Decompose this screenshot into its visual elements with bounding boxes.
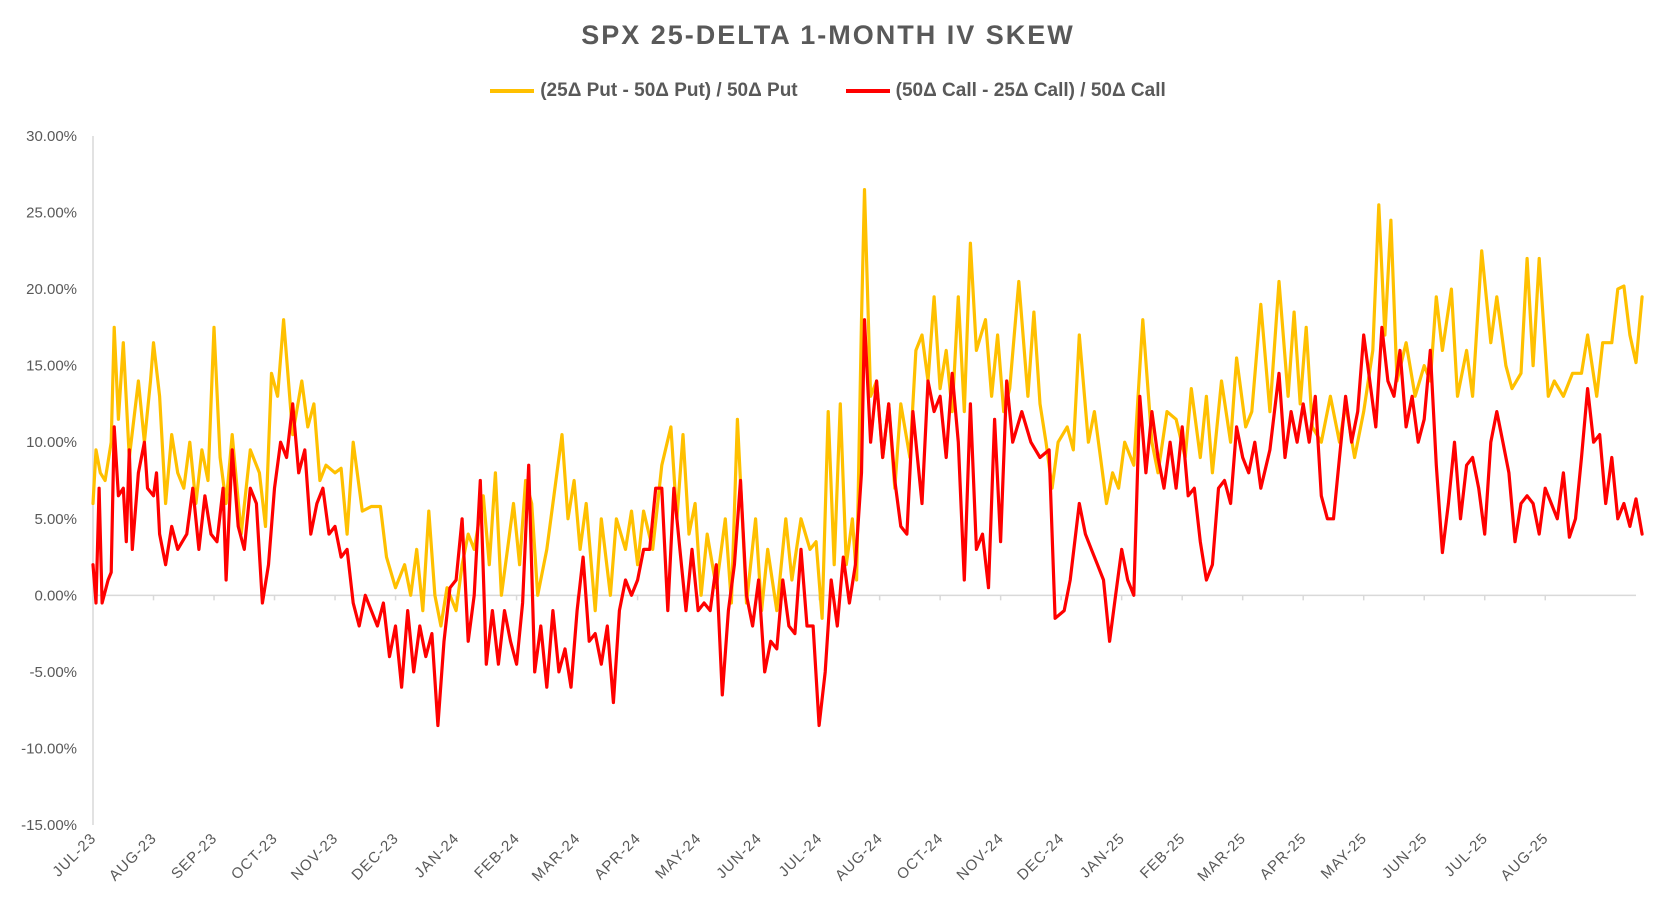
x-tick-label: MAY-25 bbox=[1318, 830, 1371, 883]
legend: (25Δ Put - 50Δ Put) / 50Δ Put (50Δ Call … bbox=[0, 80, 1656, 102]
legend-label-call: (50Δ Call - 25Δ Call) / 50Δ Call bbox=[895, 80, 1166, 101]
x-tick-label: OCT-23 bbox=[228, 830, 281, 883]
legend-swatch-put bbox=[490, 89, 535, 93]
x-tick-label: JAN-24 bbox=[411, 830, 463, 882]
y-tick-label: 10.00% bbox=[26, 434, 77, 451]
y-tick-label: 5.00% bbox=[34, 511, 77, 528]
x-tick-label: APR-25 bbox=[1257, 830, 1310, 883]
x-tick-label: AUG-23 bbox=[106, 830, 161, 885]
x-tick-label: JUN-24 bbox=[713, 830, 765, 882]
x-tick-label: OCT-24 bbox=[894, 830, 947, 883]
x-axis: JUL-23 AUG-23 SEP-23 OCT-23 NOV-23 DEC-23 JAN-… bbox=[49, 594, 1636, 885]
y-tick-label: 15.00% bbox=[26, 358, 77, 375]
legend-item-call-skew: (50Δ Call - 25Δ Call) / 50Δ Call bbox=[845, 80, 1166, 102]
y-tick-label: 0.00% bbox=[34, 587, 77, 604]
series-layer bbox=[91, 188, 1644, 728]
x-tick-label: DEC-23 bbox=[348, 830, 402, 884]
x-tick-label: MAR-24 bbox=[529, 830, 584, 885]
x-tick-label: SEP-23 bbox=[168, 830, 221, 883]
x-tick-label: JUL-23 bbox=[49, 830, 99, 880]
chart-title: SPX 25-DELTA 1-MONTH IV SKEW bbox=[581, 20, 1075, 50]
y-tick-label: -15.00% bbox=[21, 817, 77, 834]
y-tick-label: 25.00% bbox=[26, 205, 77, 222]
y-tick-label: -5.00% bbox=[29, 664, 77, 681]
x-tick-label: JUN-25 bbox=[1379, 830, 1431, 882]
x-tick-label: JAN-25 bbox=[1077, 830, 1129, 882]
x-tick-label: APR-24 bbox=[591, 830, 644, 883]
series-line-call-skew bbox=[91, 318, 1644, 728]
y-tick-label: -10.00% bbox=[21, 740, 77, 757]
x-tick-label: MAY-24 bbox=[652, 830, 705, 883]
x-tick-label: FEB-25 bbox=[1137, 830, 1189, 882]
x-tick-label: FEB-24 bbox=[471, 830, 523, 882]
x-tick-label: MAR-25 bbox=[1194, 830, 1249, 885]
y-axis: 30.00% 25.00% 20.00% 15.00% 10.00% 5.00% 0.00%… bbox=[21, 128, 94, 834]
legend-swatch-call bbox=[845, 89, 890, 93]
y-tick-label: 20.00% bbox=[26, 281, 77, 298]
x-tick-label: NOV-24 bbox=[953, 830, 1007, 884]
legend-label-put: (25Δ Put - 50Δ Put) / 50Δ Put bbox=[540, 80, 798, 101]
legend-item-put-skew: (25Δ Put - 50Δ Put) / 50Δ Put bbox=[490, 80, 798, 102]
x-tick-label: AUG-25 bbox=[1497, 830, 1552, 885]
y-tick-label: 30.00% bbox=[26, 128, 77, 145]
x-tick-label: AUG-24 bbox=[832, 830, 887, 885]
x-tick-label: JUL-25 bbox=[1441, 830, 1491, 880]
x-tick-label: NOV-23 bbox=[288, 830, 342, 884]
x-tick-label: JUL-24 bbox=[775, 830, 825, 880]
x-tick-label: DEC-24 bbox=[1014, 830, 1068, 884]
